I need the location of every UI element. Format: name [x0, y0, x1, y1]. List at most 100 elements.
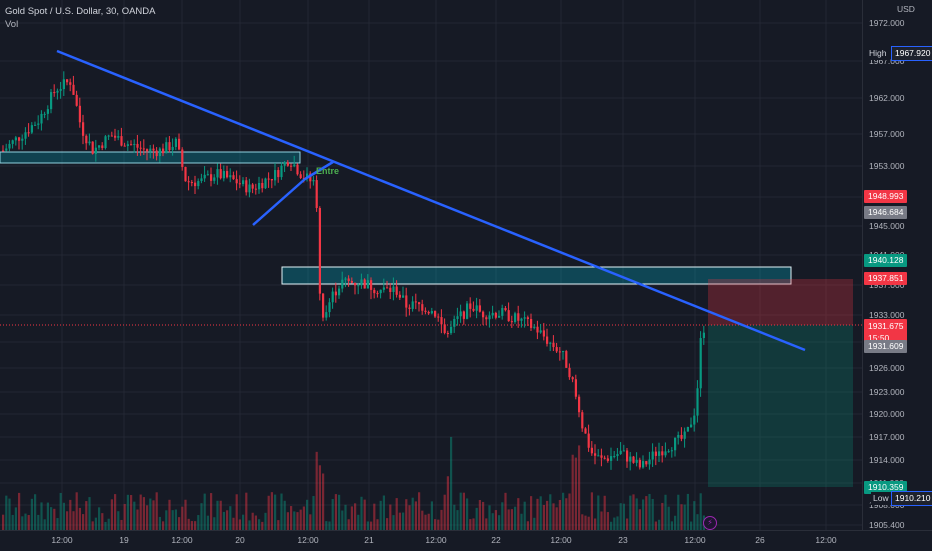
candle: [574, 379, 577, 397]
volume-bar: [405, 499, 408, 530]
candle: [194, 182, 197, 187]
candle: [600, 455, 603, 458]
candle: [590, 447, 593, 454]
time-label: 22: [491, 535, 501, 545]
volume-bar: [306, 499, 309, 530]
candle: [546, 336, 549, 344]
candle: [110, 135, 113, 137]
volume-bar: [549, 494, 552, 530]
volume-bar: [494, 510, 497, 530]
price-tag-1937: 1937.851: [864, 272, 908, 285]
candle: [478, 305, 481, 312]
candle: [395, 286, 398, 295]
candle: [517, 313, 520, 321]
volume-bar: [546, 500, 549, 530]
candle: [344, 278, 347, 280]
volume-bar: [648, 493, 651, 530]
volume-bar: [542, 505, 545, 530]
candle: [66, 79, 69, 83]
volume-bar: [635, 498, 638, 530]
volume-bar: [117, 511, 120, 530]
symbol-title[interactable]: Gold Spot / U.S. Dollar, 30, OANDA: [5, 6, 156, 17]
volume-bar: [40, 502, 43, 530]
volume-bar: [386, 518, 389, 530]
volume-bar: [229, 506, 232, 530]
volume-bar: [286, 512, 289, 530]
volume-bar: [478, 500, 481, 530]
candle: [434, 311, 437, 317]
candle: [267, 178, 270, 180]
candle: [667, 451, 670, 453]
volume-bar: [110, 499, 113, 530]
volume-bar: [203, 493, 206, 530]
volume-bar: [248, 520, 251, 530]
currency-label: USD: [897, 4, 915, 14]
candle: [680, 434, 683, 439]
price-tick-label: 1953.000: [869, 161, 905, 171]
candle: [296, 164, 299, 175]
time-label: 21: [364, 535, 374, 545]
candle: [24, 132, 27, 139]
candle: [536, 326, 539, 333]
chart-grid: [0, 0, 862, 530]
chart-canvas[interactable]: [0, 0, 862, 530]
candle: [30, 125, 33, 133]
volume-bar: [462, 492, 465, 530]
candle: [174, 138, 177, 147]
candle: [638, 459, 641, 468]
volume-bar: [664, 494, 667, 530]
candle: [5, 148, 8, 151]
volume-bar: [261, 521, 264, 530]
candle: [104, 136, 107, 149]
volume-bar: [149, 498, 152, 530]
candle: [18, 137, 21, 141]
volume-bar: [21, 516, 24, 530]
volume-bar: [18, 492, 21, 530]
volume-bar: [696, 514, 699, 530]
candle: [363, 279, 366, 289]
candle: [280, 165, 283, 178]
candle: [571, 377, 574, 380]
candle: [162, 148, 165, 154]
price-tick-label: 1920.000: [869, 409, 905, 419]
volume-bar: [130, 495, 133, 530]
volume-bar: [357, 514, 360, 530]
volume-bars: [2, 436, 705, 530]
price-tick-label: 1967.000: [869, 56, 905, 66]
volume-bar: [475, 507, 478, 530]
volume-indicator-label[interactable]: Vol: [5, 19, 19, 30]
volume-bar: [59, 492, 62, 530]
price-tick-label: 1945.000: [869, 221, 905, 231]
descending-trendline: [56, 49, 806, 352]
volume-bar: [626, 518, 629, 530]
candle: [386, 287, 389, 289]
volume-bar: [232, 517, 235, 530]
volume-bar: [498, 515, 501, 530]
volume-bar: [312, 496, 315, 530]
candle: [88, 141, 91, 144]
volume-bar: [616, 516, 619, 530]
chart-area[interactable]: Gold Spot / U.S. Dollar, 30, OANDA Vol E…: [0, 0, 862, 530]
time-label: 12:00: [171, 535, 193, 545]
lightning-bolt-icon[interactable]: ⚡: [703, 516, 717, 530]
candle: [357, 285, 360, 287]
volume-bar: [504, 492, 507, 530]
candle: [686, 426, 689, 432]
candle: [466, 303, 469, 319]
entry-label[interactable]: Entre: [316, 166, 340, 176]
candle: [206, 174, 209, 176]
volume-bar: [373, 503, 376, 530]
volume-bar: [210, 493, 213, 530]
volume-bar: [677, 494, 680, 530]
volume-bar: [565, 498, 568, 530]
volume-bar: [398, 512, 401, 530]
volume-bar: [370, 521, 373, 530]
price-axis[interactable]: USD 1972.000 1967.000 1962.000 1957.000 1953…: [862, 0, 932, 530]
candle: [286, 162, 289, 166]
candle: [34, 124, 37, 126]
candle: [146, 149, 149, 152]
time-axis[interactable]: 12:00 19 12:00 20 12:00 21 12:00 22 12:0…: [0, 530, 932, 551]
volume-bar: [693, 501, 696, 530]
candle: [437, 316, 440, 318]
candle: [504, 308, 507, 311]
